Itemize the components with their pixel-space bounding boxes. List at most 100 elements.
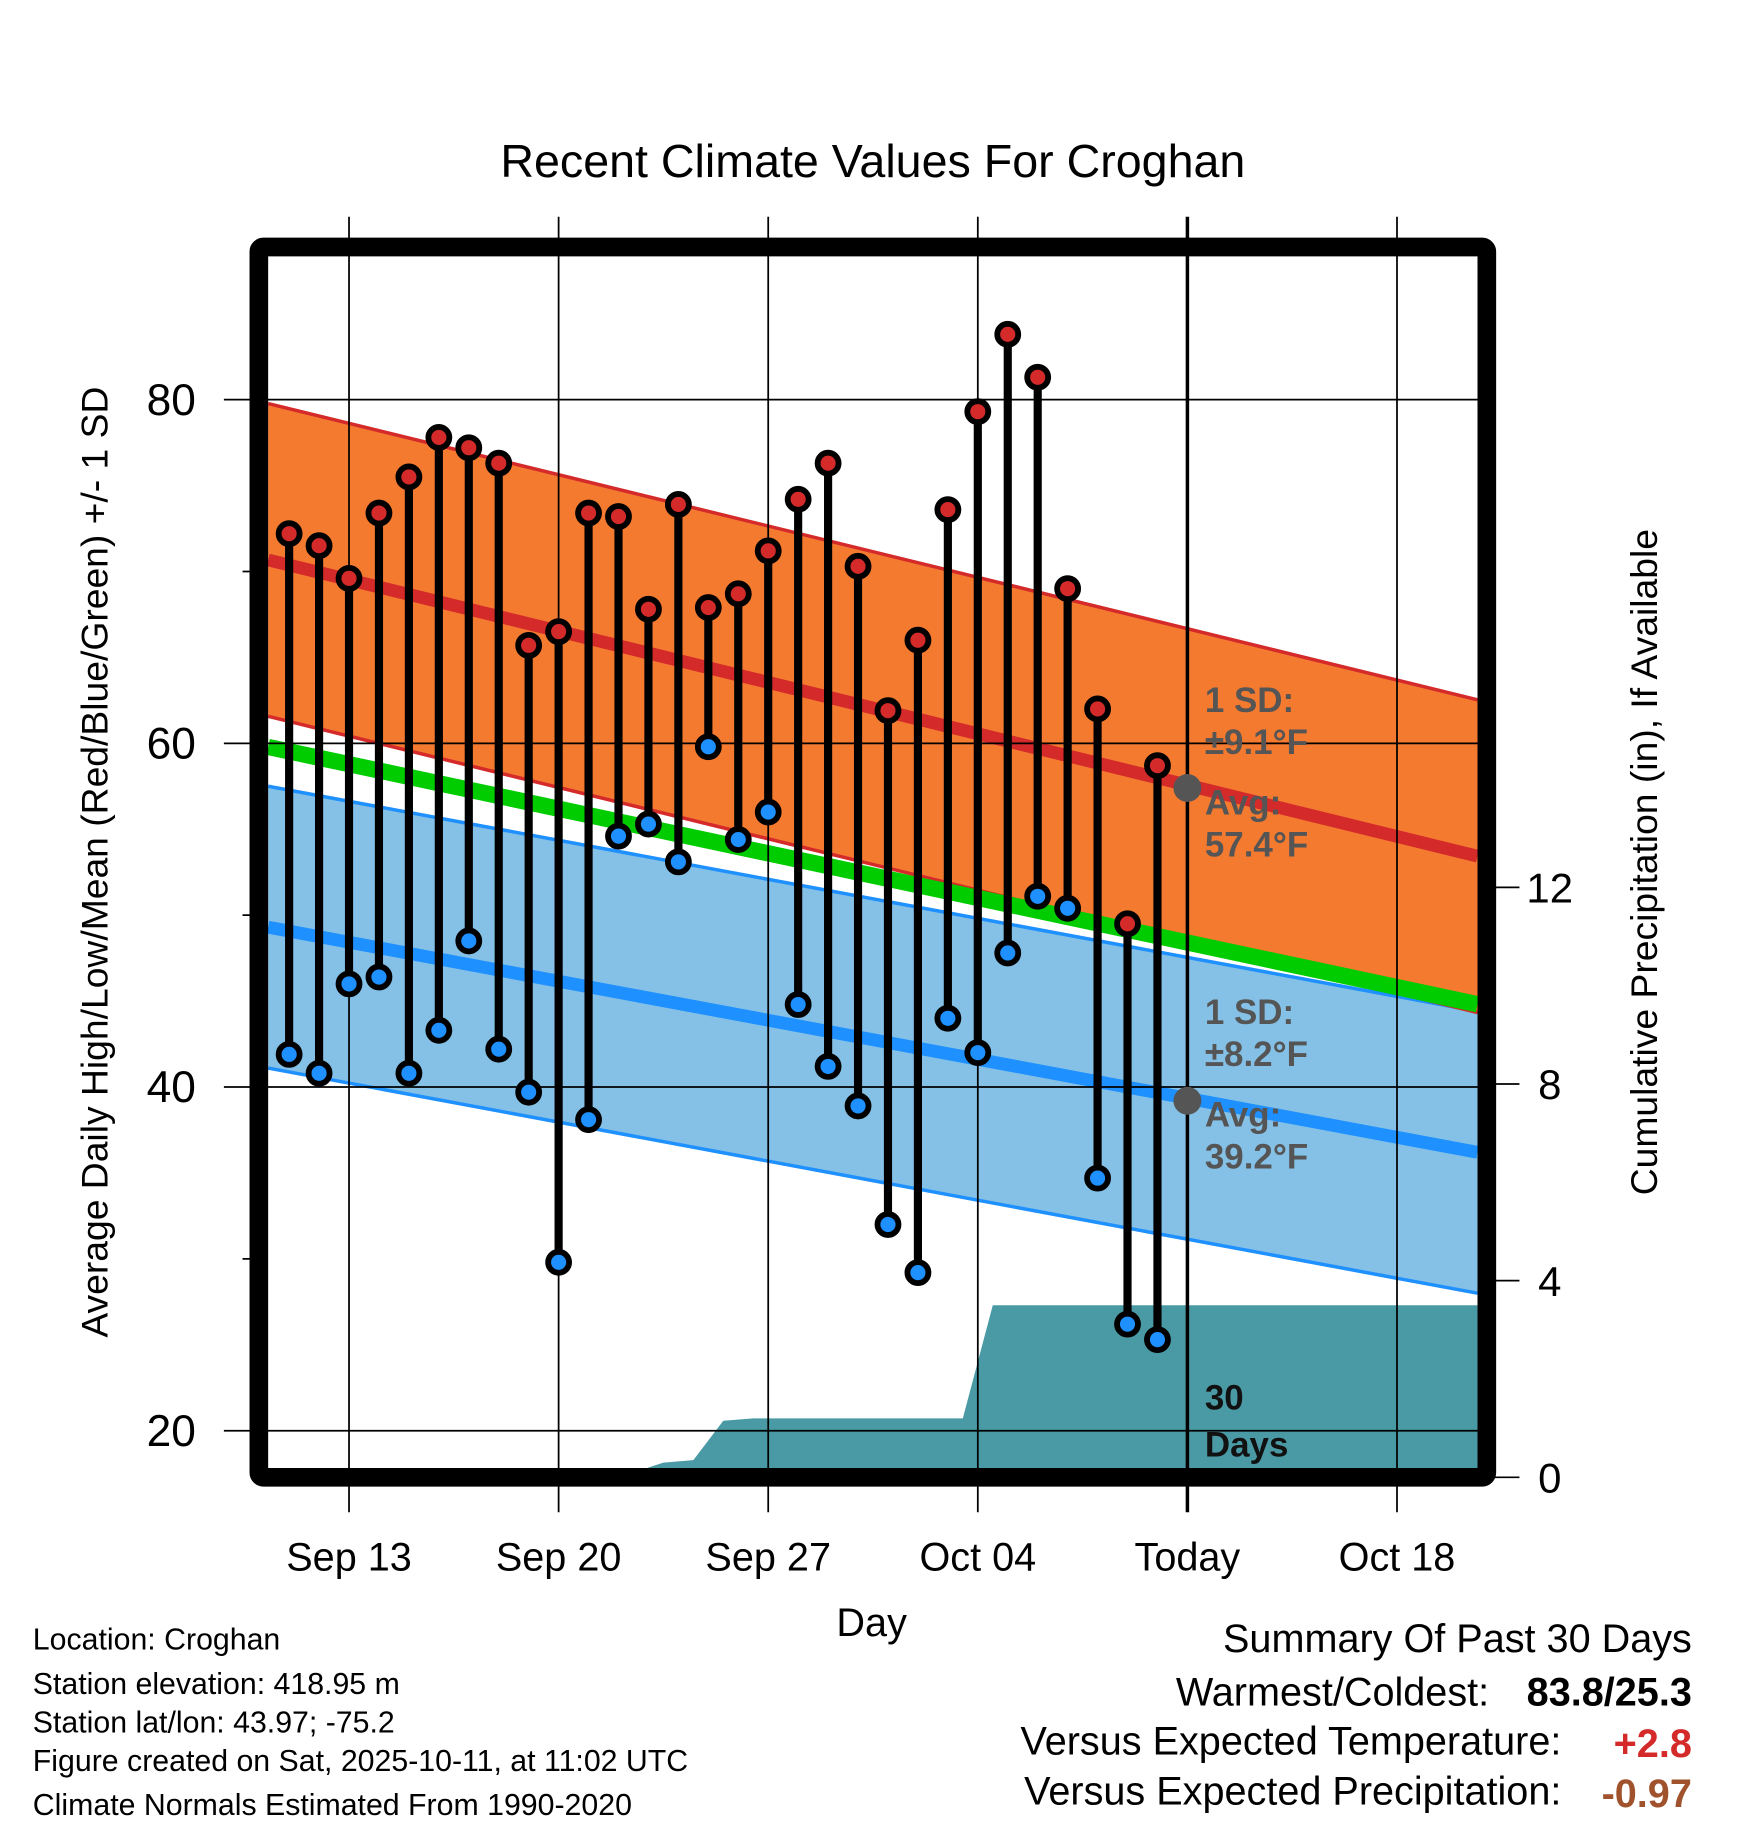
- daily-low-point: [395, 1059, 423, 1087]
- daily-low-point: [425, 1016, 453, 1044]
- daily-low-point: [964, 1039, 992, 1067]
- summary-temp-label: Versus Expected Temperature:: [1020, 1720, 1561, 1764]
- summary-precip-value: -0.97: [1602, 1772, 1692, 1816]
- daily-low-point: [904, 1259, 932, 1287]
- daily-high-point: [994, 320, 1022, 348]
- daily-high-point: [874, 697, 902, 725]
- daily-low-point: [844, 1092, 872, 1120]
- precipitation-area: [268, 1305, 1478, 1478]
- y-axis-label: Average Daily High/Low/Mean (Red/Blue/Gr…: [73, 387, 115, 1338]
- chart-title: Recent Climate Values For Croghan: [500, 135, 1245, 187]
- normal-low-line: [266, 920, 1479, 1159]
- summary-warm-label: Warmest/Coldest:: [1176, 1671, 1489, 1715]
- daily-low-point: [455, 927, 483, 955]
- y2-axis-label: Cumulative Precipitation (in), If Availa…: [1623, 529, 1665, 1195]
- low-avg-label: Avg:: [1205, 1096, 1281, 1135]
- high-sd-label: 1 SD:: [1205, 681, 1294, 720]
- info-latlon: Station lat/lon: 43.97; -75.2: [33, 1706, 395, 1739]
- daily-high-point: [1084, 695, 1111, 723]
- daily-low-point: [1054, 894, 1082, 922]
- daily-high-point: [1024, 363, 1052, 391]
- daily-low-point: [605, 822, 632, 850]
- x-tick-label: Sep 13: [286, 1536, 412, 1580]
- daily-high-point: [575, 499, 602, 527]
- daily-high-point: [844, 552, 872, 580]
- summary-warm-value: 83.8/25.3: [1527, 1671, 1692, 1715]
- daily-low-point: [335, 970, 363, 998]
- daily-low-point: [575, 1106, 602, 1134]
- daily-low-point: [1024, 882, 1052, 910]
- daily-low-point: [874, 1211, 902, 1238]
- y2-tick-label: 8: [1538, 1061, 1561, 1108]
- daily-high-point: [754, 537, 782, 565]
- plot-frame: [249, 237, 1497, 1487]
- y-tick-label: 40: [147, 1063, 196, 1112]
- daily-low-point: [485, 1035, 513, 1063]
- y2-tick-label: 4: [1538, 1258, 1561, 1305]
- daily-low-point: [365, 963, 393, 991]
- y-tick-label: 20: [147, 1407, 196, 1456]
- y2-tick-label: 0: [1538, 1454, 1561, 1501]
- daily-high-point: [1114, 910, 1141, 938]
- today-high-avg-marker: [1173, 774, 1202, 802]
- daily-high-point: [635, 595, 662, 623]
- daily-low-point: [664, 848, 692, 876]
- x-axis-label: Day: [836, 1601, 907, 1645]
- summary-precip-label: Versus Expected Precipitation:: [1024, 1770, 1561, 1814]
- daily-high-point: [275, 520, 303, 548]
- daily-high-point: [814, 449, 842, 477]
- high-sd-value: ±9.1°F: [1205, 723, 1308, 762]
- daily-low-point: [275, 1040, 303, 1068]
- daily-low-point: [1144, 1326, 1171, 1354]
- daily-low-point: [694, 733, 722, 761]
- summary: Summary Of Past 30 Days Warmest/Coldest:…: [1020, 1617, 1691, 1816]
- daily-high-point: [1144, 752, 1171, 780]
- info-location: Location: Croghan: [33, 1624, 280, 1657]
- daily-low-point: [515, 1078, 543, 1106]
- x-tick-label: Oct 18: [1339, 1536, 1456, 1580]
- daily-low-point: [1114, 1310, 1141, 1338]
- x-tick-label: Sep 20: [496, 1536, 622, 1580]
- low-sd-band-lower-edge: [267, 1066, 1478, 1295]
- daily-high-point: [485, 449, 513, 477]
- daily-low-point: [784, 991, 812, 1018]
- daily-high-point: [1054, 575, 1082, 603]
- daily-high-point: [784, 485, 812, 513]
- daily-low-point: [305, 1059, 333, 1087]
- high-avg-label: Avg:: [1205, 783, 1281, 822]
- summary-title: Summary Of Past 30 Days: [1223, 1617, 1692, 1661]
- daily-low-point: [1084, 1164, 1111, 1192]
- daily-low-point: [724, 826, 752, 853]
- low-sd-label: 1 SD:: [1205, 993, 1294, 1032]
- daily-high-point: [545, 618, 573, 646]
- summary-temp-value: +2.8: [1614, 1722, 1692, 1766]
- daily-high-point: [335, 564, 363, 592]
- daily-high-point: [934, 496, 962, 524]
- daily-high-point: [964, 398, 992, 426]
- daily-low-point: [934, 1004, 962, 1032]
- info-normals: Climate Normals Estimated From 1990-2020: [33, 1789, 632, 1822]
- info-created: Figure created on Sat, 2025-10-11, at 11…: [33, 1745, 688, 1778]
- today-low-avg-marker: [1173, 1086, 1202, 1115]
- daily-low-point: [545, 1248, 573, 1276]
- station-info: Location: Croghan Station elevation: 418…: [33, 1624, 688, 1822]
- daily-low-point: [754, 798, 782, 826]
- daily-high-point: [455, 434, 483, 462]
- high-avg-value: 57.4°F: [1205, 825, 1308, 864]
- x-tick-label: Oct 04: [919, 1536, 1036, 1580]
- daily-high-point: [305, 532, 333, 560]
- daily-high-point: [605, 503, 632, 530]
- days-30-label-2: Days: [1205, 1425, 1289, 1464]
- y-tick-label: 80: [147, 376, 196, 425]
- y-tick-label: 60: [147, 719, 196, 768]
- daily-high-point: [904, 626, 932, 654]
- daily-high-point: [395, 463, 423, 491]
- daily-high-point: [425, 424, 453, 451]
- low-sd-value: ±8.2°F: [1205, 1035, 1308, 1074]
- daily-low-point: [994, 939, 1022, 967]
- y2-tick-label: 12: [1526, 864, 1573, 911]
- x-tick-label: Today: [1135, 1536, 1241, 1580]
- daily-low-point: [814, 1052, 842, 1080]
